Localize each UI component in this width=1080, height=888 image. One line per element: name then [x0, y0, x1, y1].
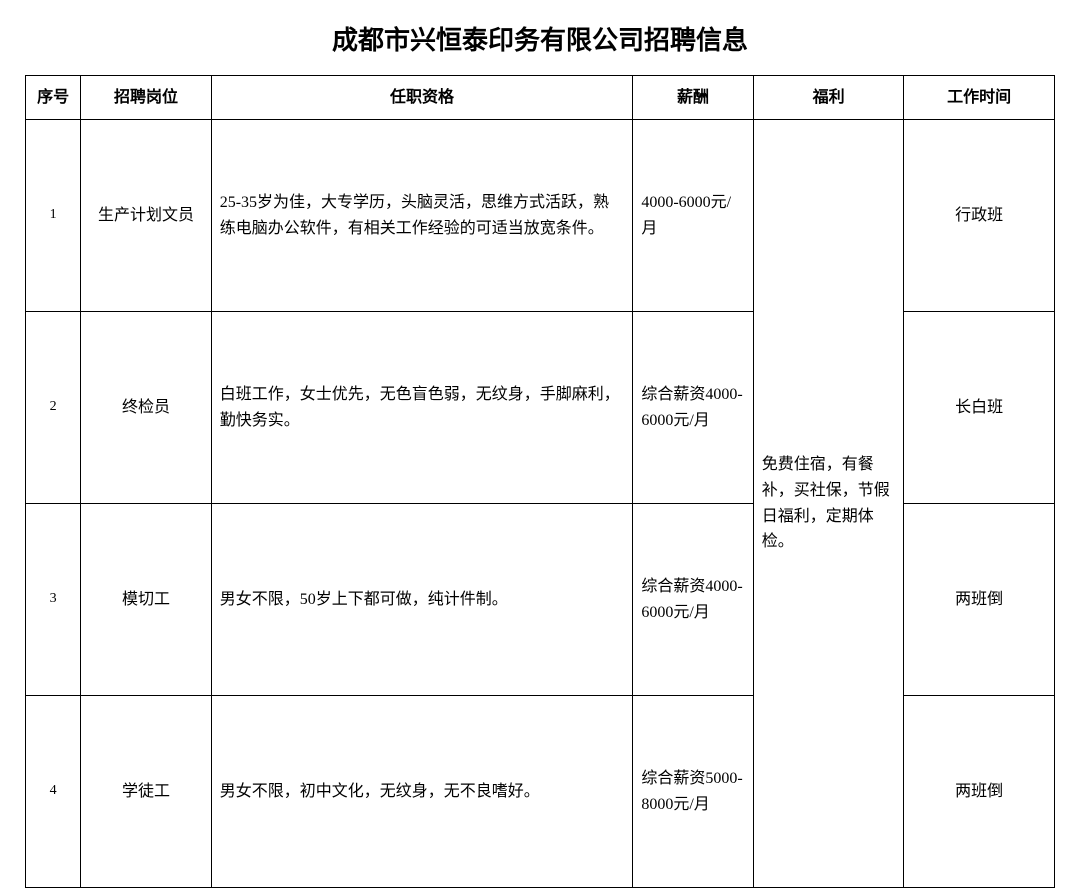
cell-salary: 综合薪资4000-6000元/月 — [633, 504, 753, 696]
col-header-time: 工作时间 — [904, 76, 1055, 120]
col-header-salary: 薪酬 — [633, 76, 753, 120]
cell-position: 模切工 — [81, 504, 212, 696]
cell-time: 行政班 — [904, 120, 1055, 312]
cell-position: 终检员 — [81, 312, 212, 504]
cell-qual: 白班工作，女士优先，无色盲色弱，无纹身，手脚麻利，勤快务实。 — [211, 312, 633, 504]
page-title: 成都市兴恒泰印务有限公司招聘信息 — [25, 20, 1055, 57]
table-row: 1 生产计划文员 25-35岁为佳，大专学历，头脑灵活，思维方式活跃，熟练电脑办… — [26, 120, 1055, 312]
cell-qual: 25-35岁为佳，大专学历，头脑灵活，思维方式活跃，熟练电脑办公软件，有相关工作… — [211, 120, 633, 312]
cell-time: 两班倒 — [904, 696, 1055, 888]
cell-salary: 综合薪资5000-8000元/月 — [633, 696, 753, 888]
col-header-seq: 序号 — [26, 76, 81, 120]
col-header-pos: 招聘岗位 — [81, 76, 212, 120]
recruitment-table: 序号 招聘岗位 任职资格 薪酬 福利 工作时间 1 生产计划文员 25-35岁为… — [25, 75, 1055, 888]
col-header-qual: 任职资格 — [211, 76, 633, 120]
cell-position: 学徒工 — [81, 696, 212, 888]
cell-qual: 男女不限，50岁上下都可做，纯计件制。 — [211, 504, 633, 696]
cell-salary: 综合薪资4000-6000元/月 — [633, 312, 753, 504]
cell-seq: 2 — [26, 312, 81, 504]
cell-time: 长白班 — [904, 312, 1055, 504]
cell-seq: 1 — [26, 120, 81, 312]
cell-time: 两班倒 — [904, 504, 1055, 696]
table-header-row: 序号 招聘岗位 任职资格 薪酬 福利 工作时间 — [26, 76, 1055, 120]
cell-position: 生产计划文员 — [81, 120, 212, 312]
cell-seq: 3 — [26, 504, 81, 696]
cell-qual: 男女不限，初中文化，无纹身，无不良嗜好。 — [211, 696, 633, 888]
cell-salary: 4000-6000元/月 — [633, 120, 753, 312]
col-header-benefit: 福利 — [753, 76, 904, 120]
cell-seq: 4 — [26, 696, 81, 888]
cell-benefits-merged: 免费住宿，有餐补，买社保，节假日福利，定期体检。 — [753, 120, 904, 888]
